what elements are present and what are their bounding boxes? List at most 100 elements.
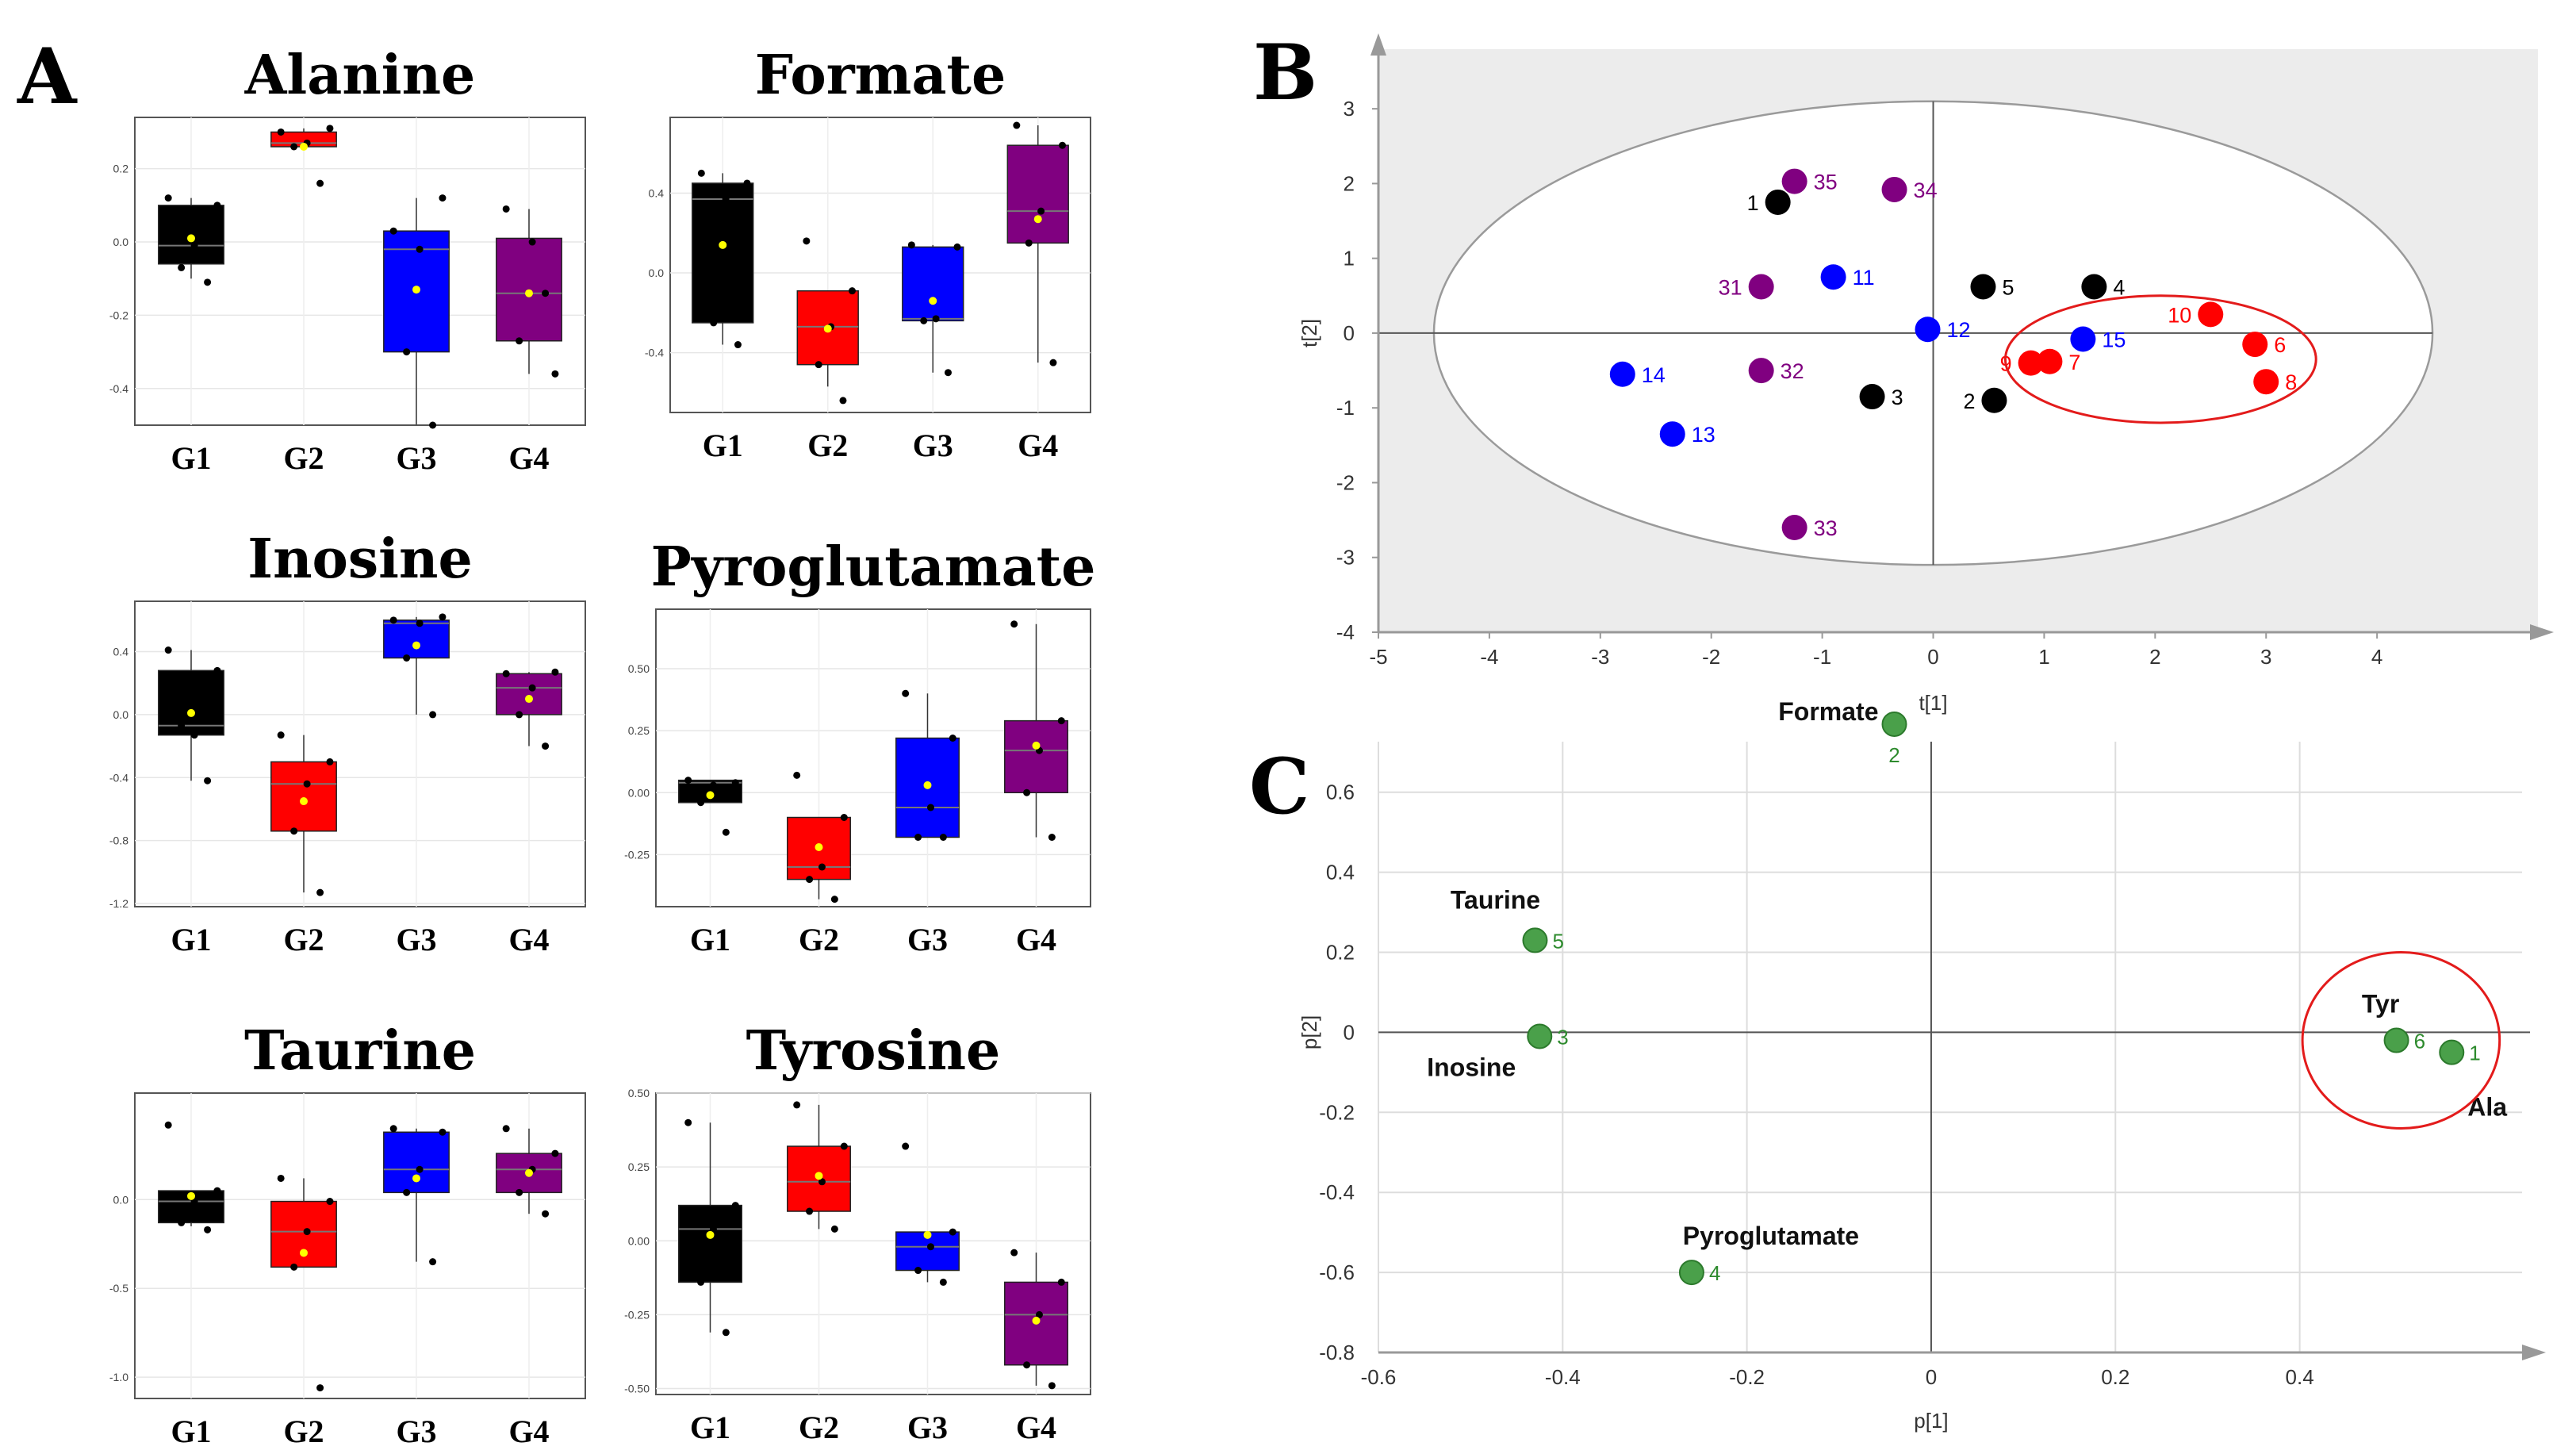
x-tick-label: 0 xyxy=(1927,645,1938,669)
data-point xyxy=(178,263,186,271)
data-point xyxy=(542,290,550,297)
box-g4 xyxy=(496,237,562,342)
data-point xyxy=(684,777,692,785)
category-label: G3 xyxy=(913,428,953,463)
data-point xyxy=(1057,717,1065,725)
loading-point-3 xyxy=(1527,1023,1553,1049)
score-point-label: 10 xyxy=(2168,303,2191,327)
y-tick-label: -0.25 xyxy=(624,848,650,861)
score-point-label: 11 xyxy=(1853,266,1875,290)
data-point xyxy=(697,799,705,807)
y-tick-label: 0.4 xyxy=(1326,861,1355,884)
loading-point-6 xyxy=(2383,1027,2409,1053)
mean-marker xyxy=(923,1230,932,1239)
category-label: G3 xyxy=(396,922,436,957)
data-point xyxy=(277,731,285,739)
data-point xyxy=(793,771,801,779)
data-point xyxy=(806,876,814,884)
y-tick-label: -0.6 xyxy=(1319,1260,1355,1284)
score-point-10 xyxy=(2198,301,2224,328)
y-tick-label: -3 xyxy=(1336,546,1355,570)
y-tick-label: 0.2 xyxy=(1326,941,1355,965)
score-point-label: 7 xyxy=(2068,351,2080,374)
data-point xyxy=(914,1267,922,1275)
data-point xyxy=(429,1258,437,1266)
box-g4 xyxy=(1006,144,1069,244)
x-tick-label: -2 xyxy=(1702,645,1720,669)
data-point xyxy=(528,684,536,692)
plot-title: Pyroglutamate xyxy=(651,535,1096,599)
category-label: G4 xyxy=(508,1414,549,1449)
boxplot-pyroglutamate: Pyroglutamate 0.50 0.25 0.00 -0.25 G1 G2 G3 G4 xyxy=(624,535,1095,957)
category-label: G2 xyxy=(283,1414,324,1449)
data-point xyxy=(213,1187,221,1195)
box-g1 xyxy=(692,182,754,324)
loading-point-name: Taurine xyxy=(1451,885,1540,914)
data-point xyxy=(848,287,856,295)
y-tick-label: 0.25 xyxy=(628,1161,650,1173)
score-point-label: 4 xyxy=(2113,275,2125,299)
data-point xyxy=(516,711,523,719)
category-label: G3 xyxy=(396,440,436,476)
score-point-label: 14 xyxy=(1642,363,1666,387)
score-plot: -5 -4 -3 -2 -1 0 1 2 3 43210-1-2-3-4t[1]t[2]12345… xyxy=(1298,33,2554,715)
plot-title: Formate xyxy=(755,44,1006,107)
data-point xyxy=(830,896,838,903)
y-tick-label: -1.0 xyxy=(109,1371,128,1383)
mean-marker xyxy=(412,1174,420,1183)
mean-marker xyxy=(719,240,727,249)
y-tick-label: -4 xyxy=(1336,620,1355,644)
y-tick-label: 0.00 xyxy=(628,786,650,799)
data-point xyxy=(403,654,411,662)
category-label: G2 xyxy=(283,440,324,476)
mean-marker xyxy=(823,324,832,333)
category-label: G3 xyxy=(907,1410,948,1445)
data-point xyxy=(542,742,550,750)
y-tick-label: -0.4 xyxy=(109,382,128,395)
data-point xyxy=(818,863,826,871)
panel-label-b: B xyxy=(1253,28,1317,117)
mean-marker xyxy=(300,797,308,806)
y-tick-label: 0.50 xyxy=(628,1087,650,1099)
plots: Alanine 0.2 0.0 -0.2 -0.4 G1 G2 G3 G4 Formate 0.4 0… xyxy=(109,33,2554,1449)
loading-point-name: Inosine xyxy=(1427,1053,1516,1081)
mean-marker xyxy=(1032,1316,1041,1325)
score-point-34 xyxy=(1881,176,1907,202)
loading-point-name: Tyr xyxy=(2362,990,2399,1019)
box-g2 xyxy=(270,761,337,832)
data-point xyxy=(502,205,510,213)
panel-label-a: A xyxy=(17,32,78,121)
data-point xyxy=(902,689,910,697)
y-tick-label: -0.2 xyxy=(1319,1100,1355,1124)
highlight-ellipse xyxy=(2301,951,2501,1130)
x-tick-label: -5 xyxy=(1369,645,1387,669)
score-point-label: 8 xyxy=(2285,370,2297,394)
box-g4 xyxy=(496,673,562,715)
x-tick-label: -4 xyxy=(1480,645,1498,669)
plot-frame xyxy=(134,600,586,907)
mean-marker xyxy=(525,289,533,297)
box-g3 xyxy=(383,620,450,659)
score-point-label: 1 xyxy=(1747,191,1759,215)
data-point xyxy=(939,1278,947,1286)
x-tick-label: -1 xyxy=(1813,645,1831,669)
mean-marker xyxy=(1032,741,1041,750)
category-label: G1 xyxy=(171,922,211,957)
y-tick-label: -1.2 xyxy=(109,897,128,910)
y-tick-label: -1 xyxy=(1336,396,1355,420)
data-point xyxy=(1023,1361,1031,1369)
data-point xyxy=(316,888,324,896)
boxplot-formate: Formate 0.4 0.0 -0.4 G1 G2 G3 G4 xyxy=(645,44,1091,463)
data-point xyxy=(684,1118,692,1126)
y-tick-label: 0.2 xyxy=(113,163,129,175)
y-tick-label: 1 xyxy=(1344,247,1355,270)
score-point-35 xyxy=(1781,168,1807,194)
data-point xyxy=(709,781,717,789)
y-tick-label: 0.25 xyxy=(628,724,650,737)
data-point xyxy=(731,779,739,787)
box-g3 xyxy=(383,1131,450,1194)
data-point xyxy=(190,242,198,250)
category-label: G2 xyxy=(799,1410,839,1445)
data-point xyxy=(1010,620,1018,628)
